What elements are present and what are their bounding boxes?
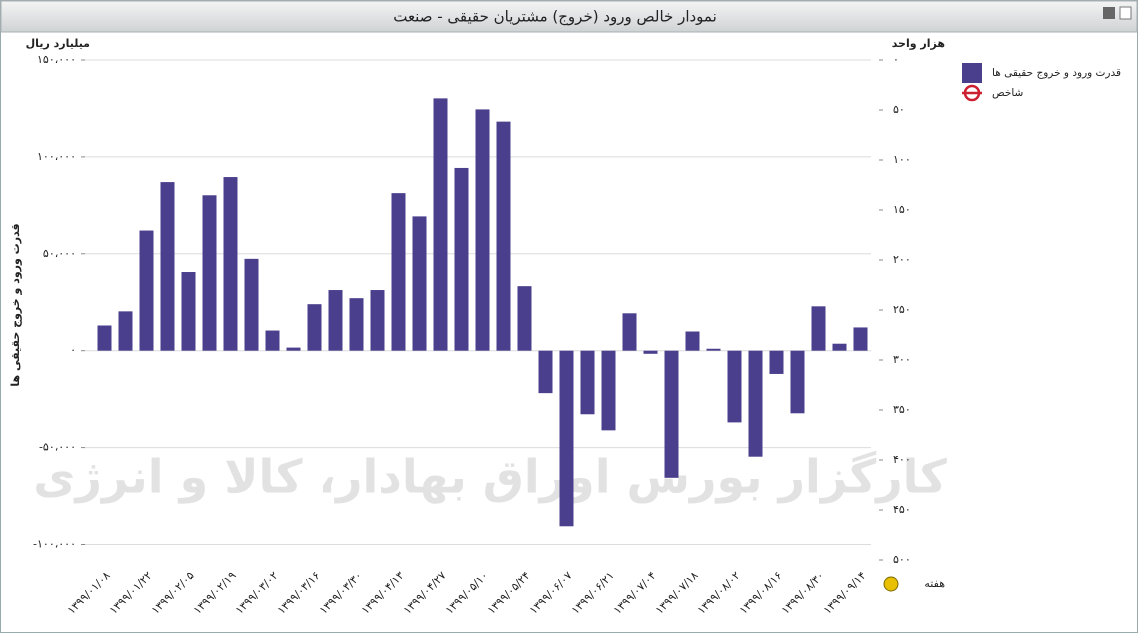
x-tick-label: ۱۳۹۹/۰۵/۱۰: [443, 569, 491, 617]
x-tick-label: ۱۳۹۹/۰۷/۰۴: [611, 569, 659, 617]
y2-tick-label: ۳۵۰: [893, 403, 911, 416]
y2-unit: هزار واحد: [892, 37, 945, 50]
bar: [139, 230, 154, 351]
x-tick-label: ۱۳۹۹/۰۴/۱۳: [359, 569, 407, 617]
chart-title: نمودار خالص ورود (خروج) مشتریان حقیقی - …: [393, 8, 717, 27]
x-tick-label: ۱۳۹۹/۰۷/۱۸: [653, 569, 701, 617]
bar: [181, 272, 196, 351]
x-tick-label: ۱۳۹۹/۰۸/۳۰: [779, 569, 827, 617]
y-tick-label: ۱۵۰،۰۰۰: [37, 53, 76, 66]
bar: [223, 177, 238, 351]
y2-tick-label: ۴۰۰: [893, 453, 911, 466]
bar: [790, 350, 805, 414]
bar: [391, 193, 406, 351]
bar: [496, 121, 511, 351]
bar: [517, 286, 532, 351]
bar: [832, 343, 847, 351]
bar: [160, 182, 175, 351]
bar: [97, 325, 112, 351]
x-tick-label: ۱۳۹۹/۰۵/۲۴: [485, 569, 533, 617]
y2-tick-label: ۵۰: [893, 103, 905, 116]
watermark: کارگزار بورس اوراق بهادار، کالا و انرژی: [33, 450, 947, 504]
y2-tick-label: ۲۵۰: [893, 303, 911, 316]
y2-tick-label: ۱۵۰: [893, 203, 911, 216]
x-tick-label: ۱۳۹۹/۰۱/۰۸: [65, 569, 113, 617]
bar: [307, 304, 322, 351]
bar: [706, 348, 721, 351]
bar: [853, 327, 868, 351]
title-bar: [0, 0, 1138, 33]
bar: [475, 109, 490, 351]
y2-tick-label: ۱۰۰: [893, 153, 911, 166]
bar: [265, 330, 280, 351]
bar: [349, 298, 364, 351]
x-tick-label: ۱۳۹۹/۰۳/۱۶: [275, 569, 323, 617]
y-tick-label: ۱۰۰،۰۰۰: [37, 150, 76, 163]
x-tick-label: ۱۳۹۹/۰۴/۲۷: [401, 569, 449, 617]
bar: [412, 216, 427, 351]
y-tick-label: -۱۰۰،۰۰۰: [33, 537, 76, 550]
bar: [601, 350, 616, 431]
legend-label: قدرت ورود و خروج حقیقی ها: [992, 67, 1121, 79]
bar: [433, 98, 448, 351]
bar: [643, 350, 658, 354]
y-axis-label: قدرت ورود و خروج حقیقی ها: [9, 223, 23, 386]
bar: [622, 313, 637, 351]
x-tick-label: ۱۳۹۹/۰۲/۱۹: [191, 569, 239, 617]
bar: [580, 350, 595, 415]
bar: [538, 350, 553, 394]
x-tick-label: ۱۳۹۹/۰۸/۰۲: [695, 569, 743, 617]
bar: [685, 331, 700, 351]
bar: [811, 306, 826, 351]
y-tick-label: -۵۰،۰۰۰: [39, 441, 76, 454]
bar: [328, 290, 343, 351]
y2-tick-label: ۲۰۰: [893, 253, 911, 266]
y2-tick-label: ۰: [893, 53, 899, 66]
bar: [244, 258, 259, 351]
refresh-icon[interactable]: [883, 576, 899, 592]
legend-swatch: [962, 63, 982, 83]
legend-label: شاخص: [992, 87, 1023, 99]
excel-icon[interactable]: [1119, 6, 1132, 20]
bar: [202, 195, 217, 351]
bar: [664, 350, 679, 478]
x-tick-label: ۱۳۹۹/۰۳/۰۲: [233, 569, 281, 617]
y2-tick-label: ۴۵۰: [893, 503, 911, 516]
y-unit: میلیارد ریال: [26, 37, 90, 50]
x-tick-label: ۱۳۹۹/۰۹/۱۴: [821, 569, 869, 617]
bar: [559, 350, 574, 527]
x-axis-label: هفته: [924, 577, 945, 590]
y2-tick-label: ۵۰۰: [893, 553, 911, 566]
y-tick-label: ۵۰،۰۰۰: [43, 247, 76, 260]
x-tick-label: ۱۳۹۹/۰۶/۲۱: [569, 569, 617, 617]
bar: [727, 350, 742, 423]
x-tick-label: ۱۳۹۹/۰۸/۱۶: [737, 569, 785, 617]
x-tick-label: ۱۳۹۹/۰۶/۰۷: [527, 569, 575, 617]
export-icon[interactable]: [1103, 7, 1115, 19]
y-tick-label: ۰: [70, 344, 76, 357]
x-tick-label: ۱۳۹۹/۰۲/۰۵: [149, 569, 197, 617]
x-tick-label: ۱۳۹۹/۰۳/۳۰: [317, 569, 365, 617]
bar: [454, 167, 469, 351]
bar: [370, 290, 385, 351]
bar: [748, 350, 763, 457]
y2-tick-label: ۳۰۰: [893, 353, 911, 366]
bar: [118, 311, 133, 351]
bar: [286, 347, 301, 351]
x-tick-label: ۱۳۹۹/۰۱/۲۲: [107, 569, 155, 617]
bar: [769, 350, 784, 374]
